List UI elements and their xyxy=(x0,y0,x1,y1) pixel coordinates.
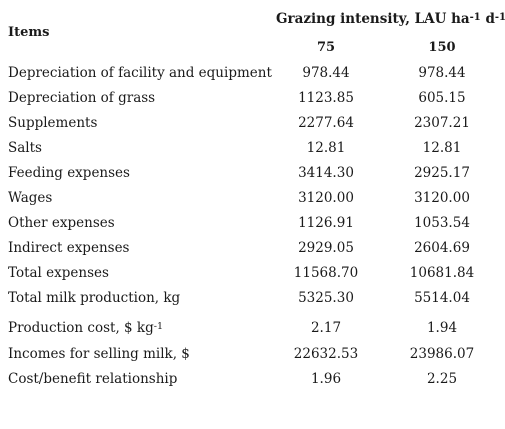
value-150: 3120.00 xyxy=(414,190,470,206)
row-label: Total expenses xyxy=(8,265,109,281)
table-row: Indirect expenses 2929.05 2604.69 xyxy=(0,238,505,263)
table-row: Depreciation of grass 1123.85 605.15 xyxy=(0,88,505,113)
grazing-intensity-exp1: -1 xyxy=(469,12,481,23)
table-row: Supplements 2277.64 2307.21 xyxy=(0,113,505,138)
row-label: Depreciation of facility and equipment xyxy=(8,65,272,81)
table-row: Total expenses 11568.70 10681.84 xyxy=(0,263,505,288)
grazing-intensity-exp2: -1 xyxy=(494,12,505,23)
grazing-intensity-d: d xyxy=(480,11,495,27)
value-75: 1126.91 xyxy=(298,215,354,231)
value-150: 1053.54 xyxy=(414,215,470,231)
value-75: 1.96 xyxy=(310,371,342,387)
table-row: Incomes for selling milk, $ 22632.53 239… xyxy=(0,344,505,369)
value-150: 23986.07 xyxy=(409,346,475,362)
value-75: 12.81 xyxy=(306,140,346,156)
table-row: Total milk production, kg 5325.30 5514.0… xyxy=(0,288,505,313)
grazing-intensity-header: Grazing intensity, LAU ha-1 d-1 xyxy=(276,11,505,27)
value-150: 2.25 xyxy=(426,371,458,387)
row-label: Feeding expenses xyxy=(8,165,130,181)
value-75: 5325.30 xyxy=(298,290,354,306)
row-label: Salts xyxy=(8,140,42,156)
value-150: 1.94 xyxy=(426,320,458,336)
table-row: Depreciation of facility and equipment 9… xyxy=(0,63,505,88)
row-label-text: Production cost, $ kg xyxy=(8,320,154,336)
value-75: 2277.64 xyxy=(298,115,354,131)
value-150: 2604.69 xyxy=(414,240,470,256)
grazing-intensity-text: Grazing intensity, LAU ha xyxy=(276,11,470,27)
row-label: Wages xyxy=(8,190,53,206)
row-label: Cost/benefit relationship xyxy=(8,371,178,387)
value-150: 5514.04 xyxy=(414,290,470,306)
column-header-75: 75 xyxy=(316,40,336,55)
value-75: 978.44 xyxy=(302,65,350,81)
row-label: Production cost, $ kg-1 xyxy=(8,320,163,336)
value-150: 978.44 xyxy=(418,65,466,81)
row-label: Supplements xyxy=(8,115,98,131)
value-150: 2307.21 xyxy=(414,115,470,131)
row-label: Indirect expenses xyxy=(8,240,130,256)
row-label: Incomes for selling milk, $ xyxy=(8,346,190,362)
table-row: Wages 3120.00 3120.00 xyxy=(0,188,505,213)
value-150: 12.81 xyxy=(422,140,462,156)
row-label: Depreciation of grass xyxy=(8,90,156,106)
value-150: 2925.17 xyxy=(414,165,470,181)
value-75: 2929.05 xyxy=(298,240,354,256)
row-label: Total milk production, kg xyxy=(8,290,181,306)
value-75: 2.17 xyxy=(310,320,342,336)
value-150: 605.15 xyxy=(418,90,466,106)
row-label: Other expenses xyxy=(8,215,115,231)
column-header-150: 150 xyxy=(428,40,456,55)
cost-table-body: Depreciation of facility and equipment 9… xyxy=(0,63,505,394)
table-row: Other expenses 1126.91 1053.54 xyxy=(0,213,505,238)
row-label-exponent: -1 xyxy=(153,321,164,332)
table-row: Cost/benefit relationship 1.96 2.25 xyxy=(0,369,505,394)
value-75: 11568.70 xyxy=(293,265,359,281)
value-75: 1123.85 xyxy=(298,90,354,106)
value-75: 3120.00 xyxy=(298,190,354,206)
table-row: Production cost, $ kg-1 2.17 1.94 xyxy=(0,313,505,344)
items-column-header: Items xyxy=(8,25,50,40)
value-75: 3414.30 xyxy=(298,165,354,181)
value-150: 10681.84 xyxy=(409,265,475,281)
value-75: 22632.53 xyxy=(293,346,359,362)
table-row: Feeding expenses 3414.30 2925.17 xyxy=(0,163,505,188)
table-row: Salts 12.81 12.81 xyxy=(0,138,505,163)
